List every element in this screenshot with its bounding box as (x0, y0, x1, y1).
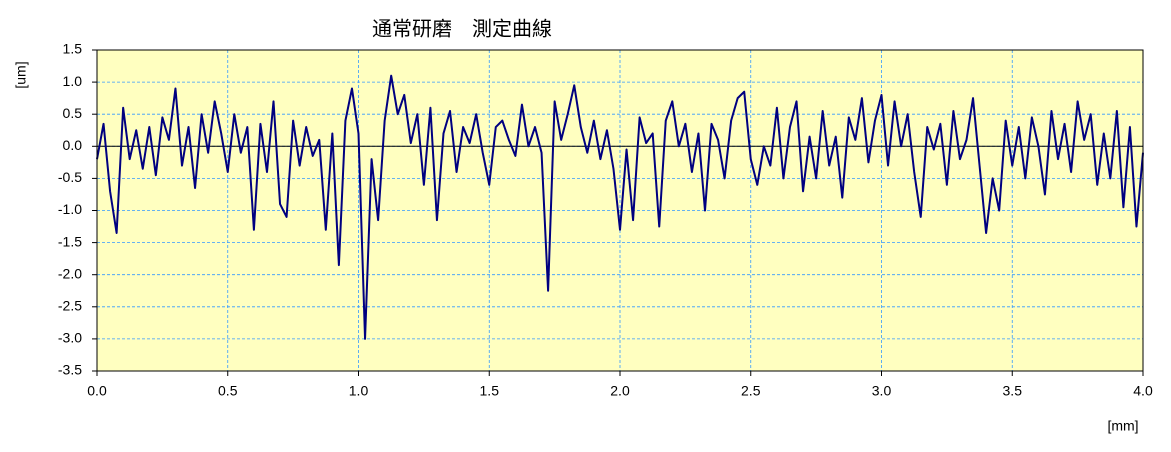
y-tick-label: -3.5 (58, 362, 82, 378)
x-tick-label: 2.5 (741, 383, 761, 399)
plot-border (96, 49, 1144, 372)
y-tick-label: 0.0 (63, 137, 83, 153)
x-tick-label: 0.0 (87, 383, 107, 399)
x-tick-label: 1.0 (349, 383, 369, 399)
x-axis-label: [mm] (1107, 418, 1138, 434)
y-tick-label: -1.0 (58, 201, 82, 217)
y-tick-label: -2.5 (58, 298, 82, 314)
x-tick-label: 3.5 (1003, 383, 1023, 399)
y-tick-label: 1.5 (63, 41, 83, 57)
x-tick-label: 0.5 (218, 383, 238, 399)
y-tick-label: -1.5 (58, 233, 82, 249)
chart-title: 通常研磨 測定曲線 (372, 17, 552, 41)
y-tick-label: -2.0 (58, 265, 82, 281)
y-tick-label: -3.0 (58, 330, 82, 346)
x-tick-label: 1.5 (480, 383, 500, 399)
data-line (96, 74, 1144, 340)
x-tick-label: 3.0 (872, 383, 892, 399)
x-tick-label: 2.0 (610, 383, 630, 399)
y-tick-label: 0.5 (63, 105, 83, 121)
y-axis-label: [um] (13, 61, 29, 88)
y-tick-label: -0.5 (58, 169, 82, 185)
x-tick-label: 4.0 (1133, 383, 1153, 399)
y-tick-label: 1.0 (63, 73, 83, 89)
